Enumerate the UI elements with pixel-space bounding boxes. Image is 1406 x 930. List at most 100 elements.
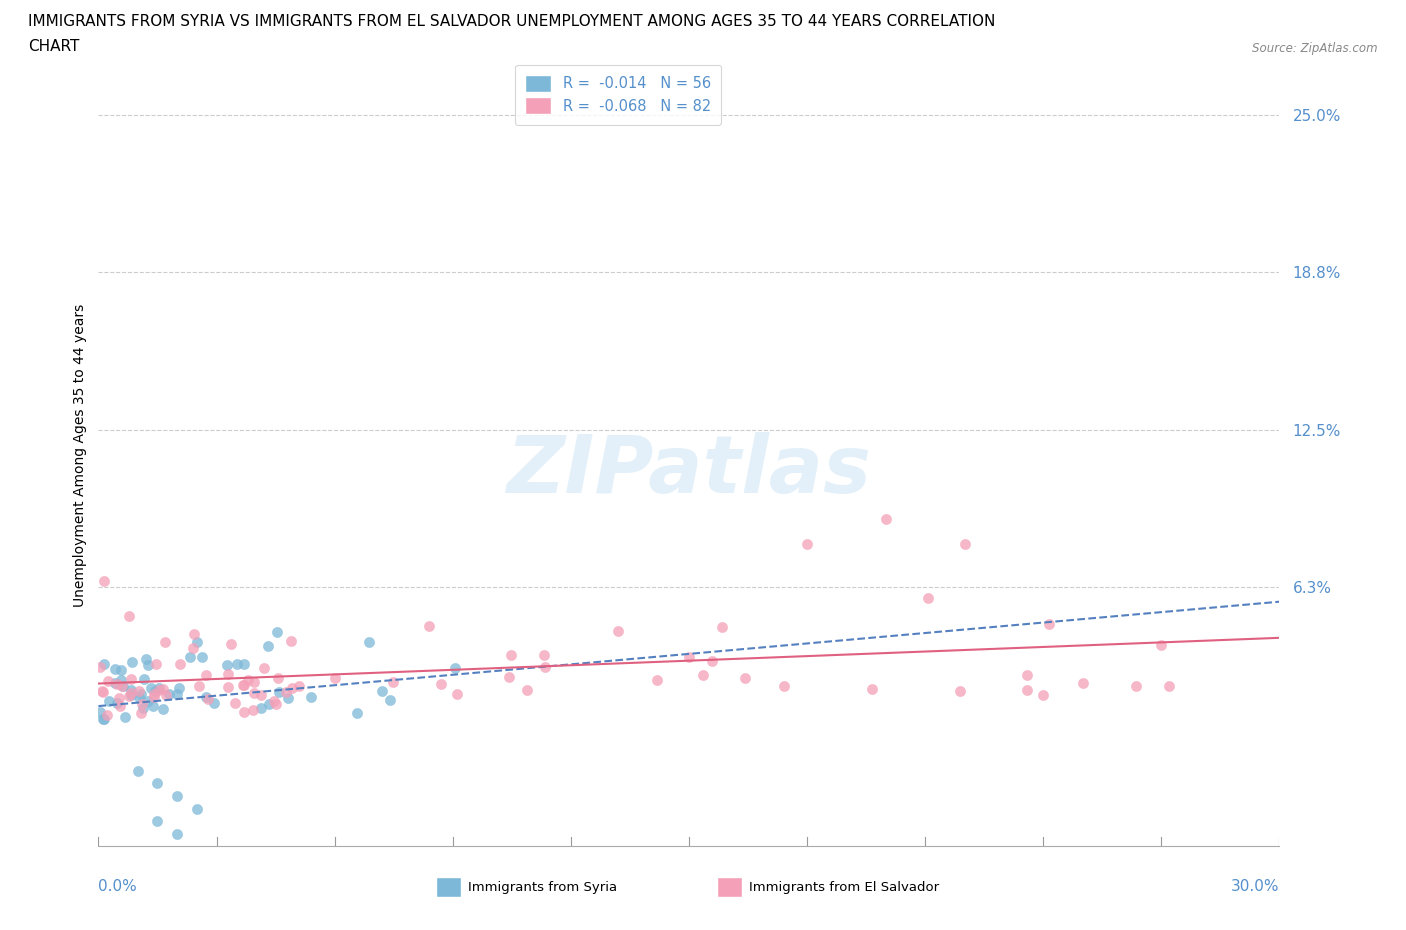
Point: [194, 668, 217, 683]
Point: [202, 696, 225, 711]
Point: [155, 634, 177, 649]
Y-axis label: Unemployment Among Ages 35 to 44 years: Unemployment Among Ages 35 to 44 years: [73, 304, 87, 607]
Point: [277, 690, 299, 705]
Point: [516, 683, 538, 698]
Point: [90, 684, 112, 699]
Point: [233, 677, 256, 692]
Point: [93, 573, 115, 588]
Point: [134, 672, 156, 687]
Point: [152, 701, 174, 716]
Point: [108, 691, 131, 706]
Point: [1015, 668, 1038, 683]
Point: [105, 696, 128, 711]
Point: [700, 654, 723, 669]
Legend: R =  -0.014   N = 56, R =  -0.068   N = 82: R = -0.014 N = 56, R = -0.068 N = 82: [515, 64, 721, 125]
Text: IMMIGRANTS FROM SYRIA VS IMMIGRANTS FROM EL SALVADOR UNEMPLOYMENT AMONG AGES 35 : IMMIGRANTS FROM SYRIA VS IMMIGRANTS FROM…: [28, 14, 995, 29]
Point: [370, 684, 392, 698]
Point: [121, 655, 143, 670]
Point: [242, 702, 264, 717]
Point: [145, 657, 167, 671]
Point: [110, 663, 132, 678]
Point: [104, 662, 127, 677]
Point: [446, 686, 468, 701]
Point: [139, 681, 162, 696]
Point: [224, 696, 246, 711]
Point: [166, 826, 188, 841]
Point: [91, 684, 114, 699]
Point: [129, 705, 152, 720]
Point: [188, 678, 211, 693]
Point: [250, 688, 273, 703]
Point: [97, 694, 120, 709]
Point: [132, 700, 155, 715]
Text: 30.0%: 30.0%: [1232, 879, 1279, 894]
Point: [118, 688, 141, 703]
Point: [444, 660, 467, 675]
Point: [267, 671, 290, 685]
Point: [269, 684, 291, 699]
Point: [678, 650, 700, 665]
Point: [152, 682, 174, 697]
Point: [148, 683, 170, 698]
Point: [274, 684, 297, 699]
Point: [91, 711, 114, 726]
Point: [136, 658, 159, 672]
Point: [146, 776, 169, 790]
Point: [131, 696, 153, 711]
Point: [155, 687, 177, 702]
Point: [243, 686, 266, 701]
Point: [357, 634, 380, 649]
Point: [217, 679, 239, 694]
Point: [533, 648, 555, 663]
Point: [346, 706, 368, 721]
Point: [645, 672, 668, 687]
Point: [1150, 637, 1173, 652]
Point: [93, 657, 115, 671]
Point: [1032, 687, 1054, 702]
Point: [257, 697, 280, 711]
Point: [194, 689, 217, 704]
Point: [734, 671, 756, 685]
Point: [233, 657, 256, 671]
Point: [143, 684, 166, 698]
Point: [266, 697, 288, 711]
Point: [135, 652, 157, 667]
Point: [280, 634, 302, 649]
Text: ZIPatlas: ZIPatlas: [506, 432, 872, 511]
Point: [97, 673, 120, 688]
Point: [167, 681, 190, 696]
Point: [226, 657, 249, 671]
Point: [607, 623, 630, 638]
Point: [146, 814, 169, 829]
Point: [186, 801, 208, 816]
Text: Source: ZipAtlas.com: Source: ZipAtlas.com: [1253, 42, 1378, 55]
Point: [197, 692, 219, 707]
Point: [89, 705, 111, 720]
Point: [380, 693, 402, 708]
Point: [114, 710, 136, 724]
Point: [105, 676, 128, 691]
Point: [498, 670, 520, 684]
Point: [875, 512, 897, 526]
Point: [111, 679, 134, 694]
Point: [917, 591, 939, 605]
Point: [252, 661, 274, 676]
Point: [534, 659, 557, 674]
Point: [120, 671, 142, 686]
Point: [127, 764, 149, 778]
Point: [772, 679, 794, 694]
Point: [257, 639, 280, 654]
Point: [93, 711, 115, 726]
Point: [111, 679, 134, 694]
Point: [430, 677, 453, 692]
Point: [104, 675, 127, 690]
Point: [129, 686, 152, 701]
Text: Immigrants from Syria: Immigrants from Syria: [468, 881, 617, 894]
Point: [181, 641, 204, 656]
Point: [108, 698, 131, 713]
Point: [692, 667, 714, 682]
Point: [143, 686, 166, 701]
Point: [233, 705, 256, 720]
Point: [136, 694, 159, 709]
Point: [128, 689, 150, 704]
